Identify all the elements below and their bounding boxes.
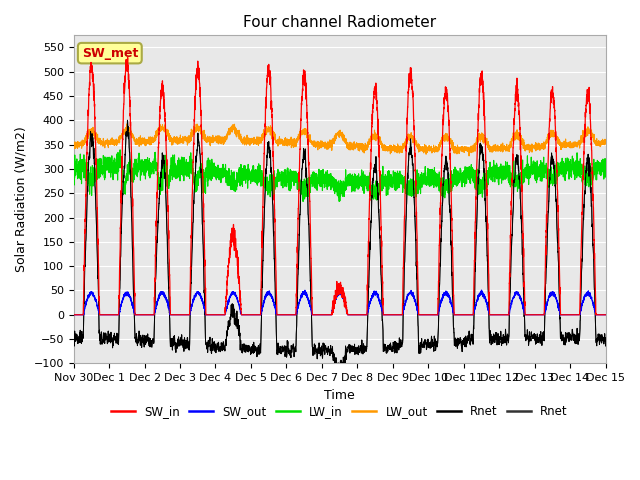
Y-axis label: Solar Radiation (W/m2): Solar Radiation (W/m2): [15, 127, 28, 272]
Title: Four channel Radiometer: Four channel Radiometer: [243, 15, 436, 30]
X-axis label: Time: Time: [324, 389, 355, 402]
Legend: SW_in, SW_out, LW_in, LW_out, Rnet, Rnet: SW_in, SW_out, LW_in, LW_out, Rnet, Rnet: [106, 401, 573, 423]
Text: SW_met: SW_met: [82, 47, 138, 60]
